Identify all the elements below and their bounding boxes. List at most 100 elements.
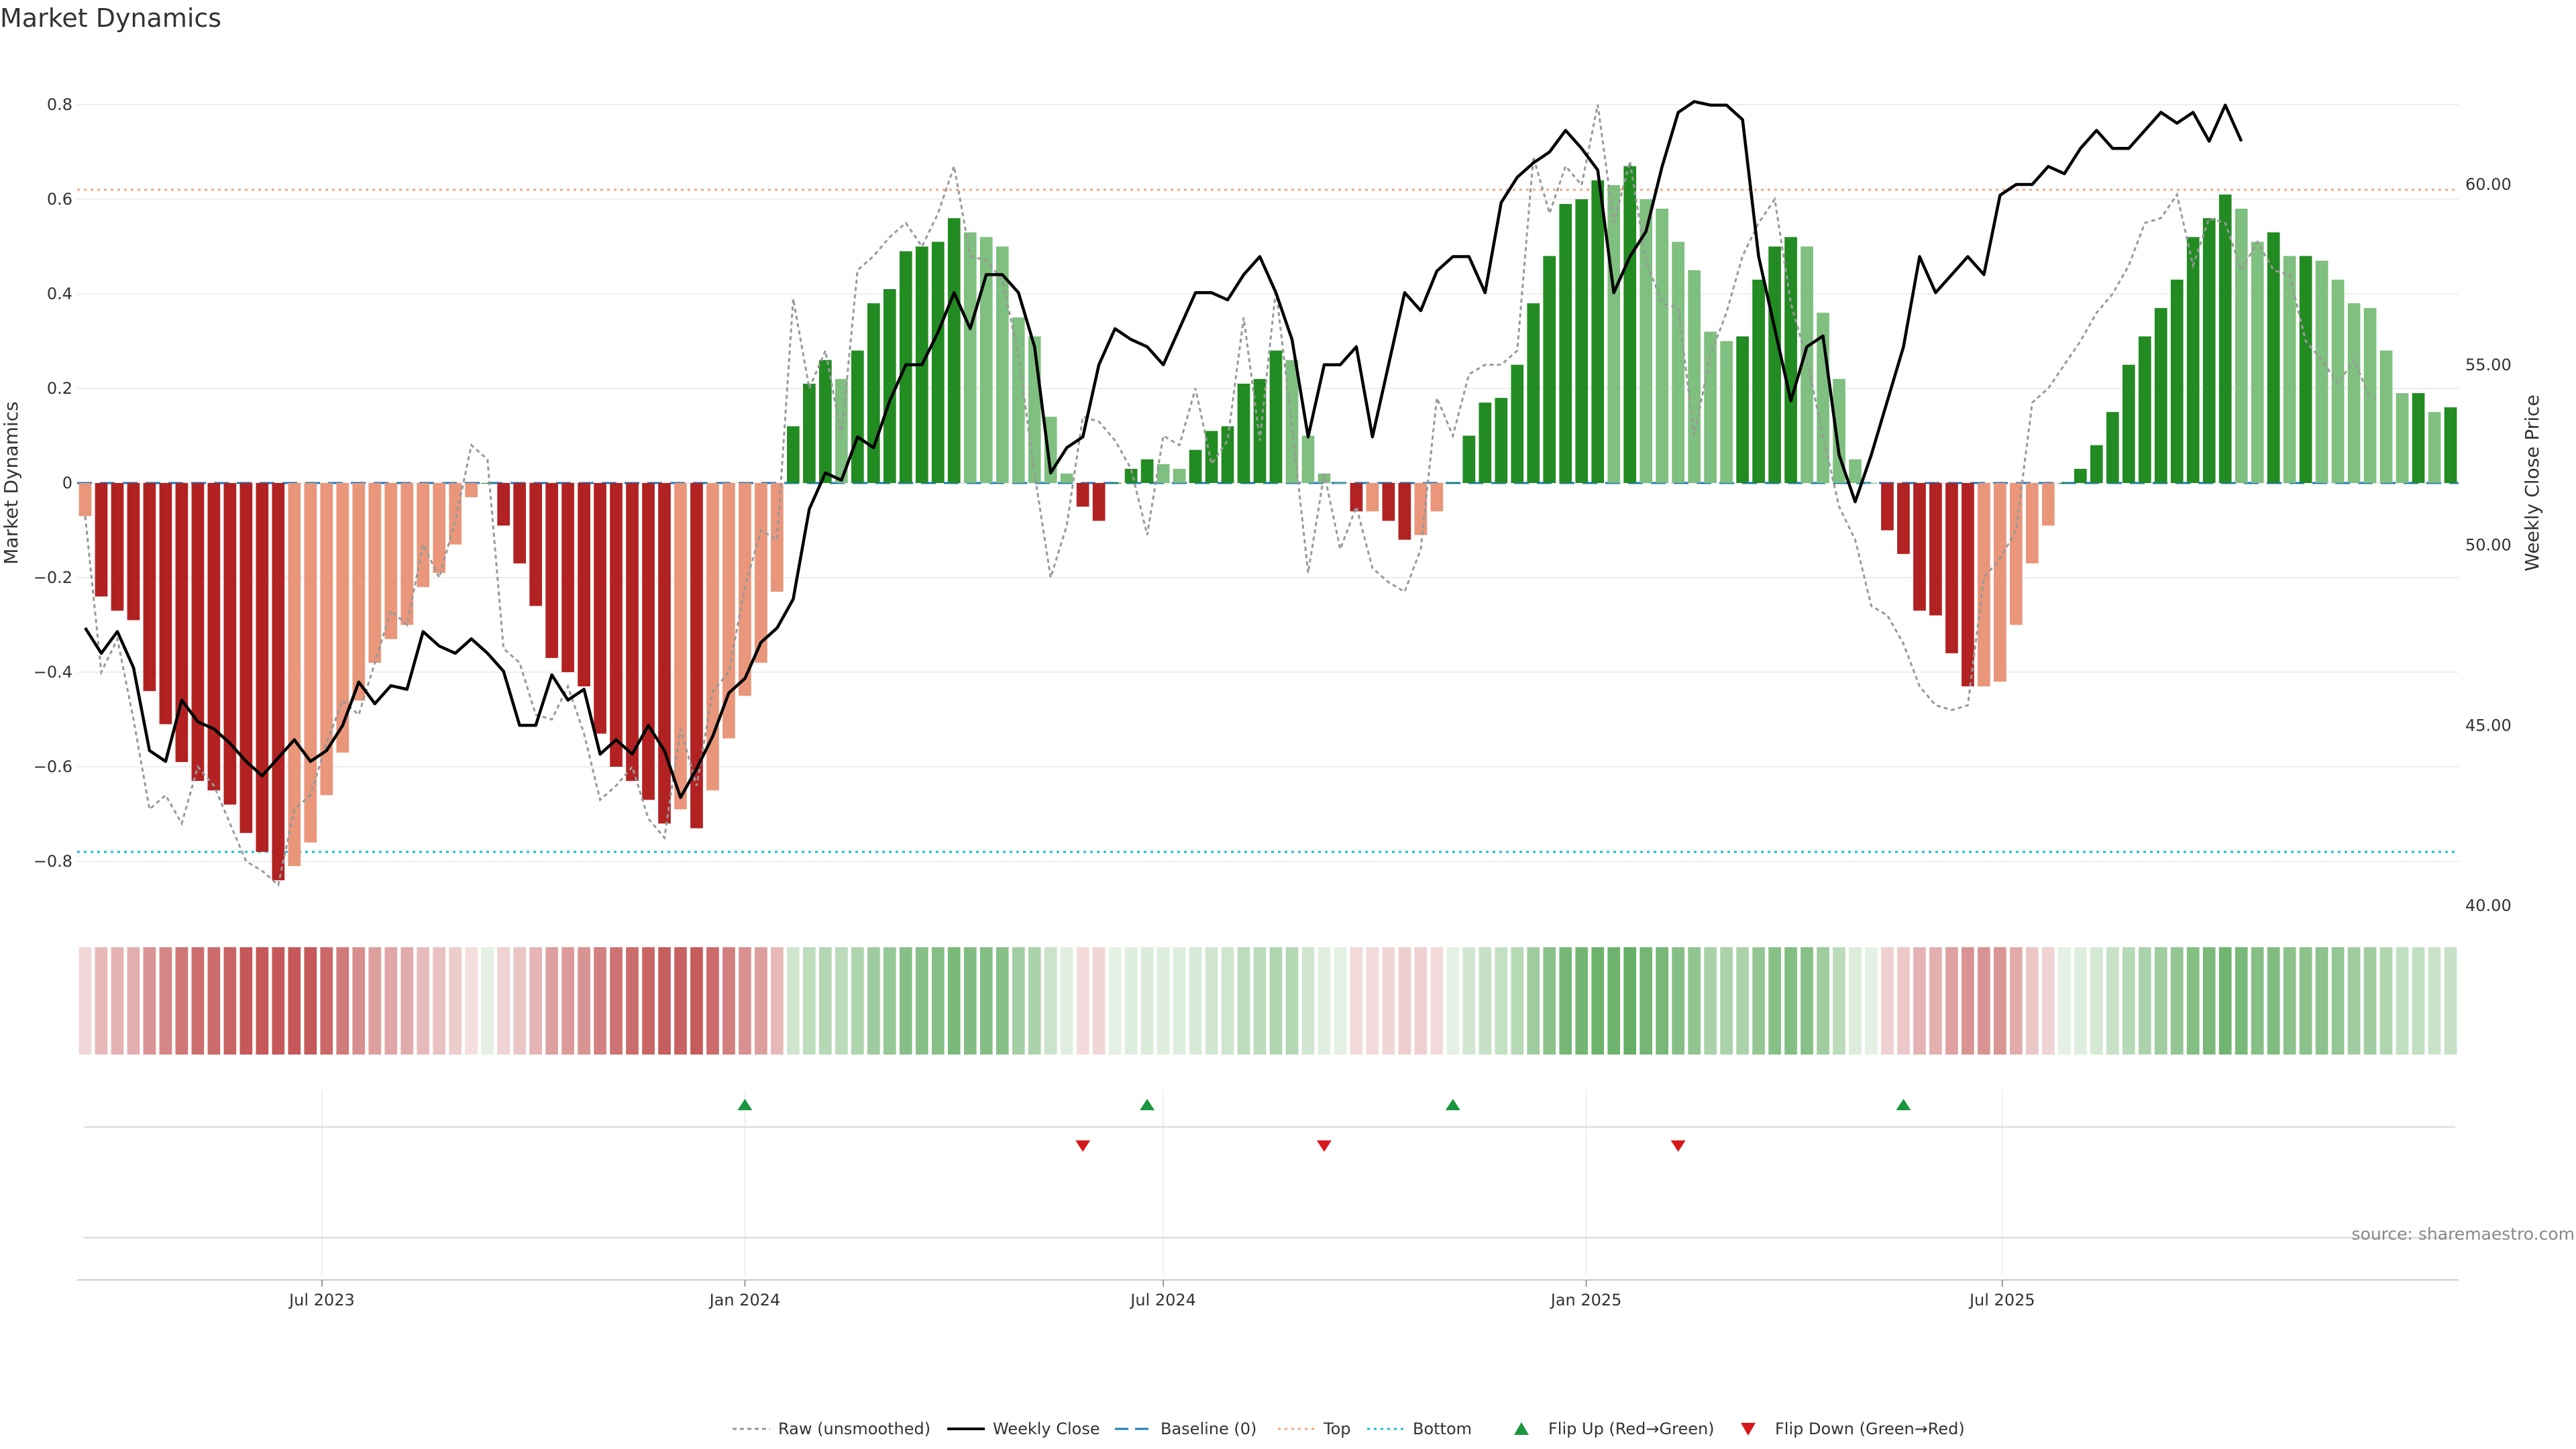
- heat-cell: [658, 947, 671, 1055]
- heat-cell: [1012, 947, 1025, 1055]
- right-tick-label: 60.00: [2465, 175, 2512, 194]
- momentum-bar: [497, 483, 510, 526]
- momentum-bar: [1623, 166, 1637, 483]
- momentum-bar: [78, 483, 92, 517]
- momentum-bar: [1157, 464, 1170, 483]
- momentum-bar: [1446, 483, 1460, 484]
- heat-cell: [78, 947, 92, 1055]
- heat-cell: [352, 947, 366, 1055]
- momentum-bar: [996, 246, 1009, 483]
- heat-cell: [513, 947, 526, 1055]
- heat-cell: [1285, 947, 1299, 1055]
- momentum-bar: [159, 483, 172, 724]
- heat-cell: [159, 947, 172, 1055]
- momentum-bar: [1511, 364, 1524, 483]
- x-tick-label: Jul 2025: [1968, 1291, 2035, 1309]
- momentum-bar: [481, 483, 494, 484]
- momentum-bar: [1768, 246, 1781, 483]
- momentum-bar: [1672, 241, 1685, 483]
- heat-cell: [1720, 947, 1733, 1055]
- heat-cell: [529, 947, 542, 1055]
- momentum-bar: [2315, 260, 2328, 483]
- momentum-bar: [674, 483, 687, 810]
- legend-label: Top: [1323, 1419, 1351, 1438]
- momentum-bar: [175, 483, 189, 762]
- regime-heatmap-strip: [78, 947, 2457, 1055]
- momentum-bar: [1108, 483, 1122, 484]
- x-tick-label: Jul 2024: [1129, 1291, 1196, 1309]
- flip-up-marker: [737, 1099, 753, 1110]
- momentum-bar: [803, 383, 816, 483]
- momentum-bar: [2363, 308, 2377, 483]
- momentum-bar: [1704, 331, 1717, 483]
- momentum-bar: [578, 483, 590, 687]
- heat-cell: [1833, 947, 1845, 1055]
- weekly-close-line: [84, 100, 2243, 800]
- heat-cell: [1656, 947, 1669, 1055]
- momentum-bar: [1221, 426, 1234, 483]
- chart-title: Market Dynamics: [0, 3, 221, 33]
- heat-cell: [1511, 947, 1524, 1055]
- momentum-bar: [1479, 402, 1492, 483]
- heat-cell: [2074, 947, 2087, 1055]
- heat-cell: [1736, 947, 1749, 1055]
- x-tick-label: Jul 2023: [288, 1291, 355, 1309]
- heat-cell: [1108, 947, 1122, 1055]
- heat-cell: [1479, 947, 1492, 1055]
- heat-cell: [288, 947, 301, 1055]
- heat-cell: [2218, 947, 2232, 1055]
- momentum-bar: [513, 483, 526, 564]
- heat-cell: [1672, 947, 1685, 1055]
- momentum-bar: [2074, 468, 2087, 483]
- heat-cell: [545, 947, 558, 1055]
- heat-cell: [706, 947, 719, 1055]
- legend: Raw (unsmoothed) Weekly Close Baseline (0)…: [733, 1419, 1965, 1438]
- heat-cell: [433, 947, 446, 1055]
- momentum-bar: [2138, 336, 2151, 483]
- heat-cell: [578, 947, 590, 1055]
- heat-cell: [2106, 947, 2119, 1055]
- heat-cell: [175, 947, 189, 1055]
- legend-label: Flip Up (Red→Green): [1548, 1419, 1715, 1438]
- heat-cell: [1768, 947, 1781, 1055]
- heat-cell: [803, 947, 816, 1055]
- flip-down-marker: [1670, 1140, 1686, 1152]
- heat-cell: [1092, 947, 1106, 1055]
- momentum-bar: [1720, 341, 1733, 483]
- momentum-bar: [2267, 232, 2280, 483]
- heat-cell: [1076, 947, 1089, 1055]
- heat-cell: [191, 947, 205, 1055]
- heat-cell: [1237, 947, 1250, 1055]
- momentum-bar: [1945, 483, 1958, 653]
- momentum-bar: [1591, 180, 1605, 483]
- momentum-bar: [2396, 393, 2409, 483]
- heat-cell: [2170, 947, 2184, 1055]
- momentum-bar: [594, 483, 606, 734]
- momentum-bar: [449, 483, 462, 545]
- momentum-bar: [883, 288, 896, 483]
- momentum-bar: [545, 483, 558, 658]
- momentum-bar: [336, 483, 350, 753]
- momentum-bar: [1833, 378, 1845, 483]
- heat-cell: [1897, 947, 1910, 1055]
- heat-cell: [1575, 947, 1589, 1055]
- momentum-bar: [1752, 279, 1765, 483]
- heat-cell: [1801, 947, 1813, 1055]
- left-tick-label: −0.2: [34, 568, 72, 587]
- heat-cell: [2444, 947, 2457, 1055]
- momentum-bar: [1334, 483, 1347, 484]
- flip-down-marker: [1316, 1140, 1332, 1152]
- heat-cell: [755, 947, 767, 1055]
- heat-cell: [1865, 947, 1878, 1055]
- right-tick-label: 45.00: [2465, 716, 2512, 735]
- heat-cell: [996, 947, 1009, 1055]
- momentum-bar: [658, 483, 671, 824]
- heat-cell: [1817, 947, 1829, 1055]
- momentum-bar: [1350, 483, 1363, 512]
- momentum-bar: [642, 483, 655, 800]
- momentum-bar: [256, 483, 269, 852]
- momentum-bar: [963, 232, 977, 483]
- left-tick-label: 0.2: [47, 379, 72, 398]
- left-tick-label: 0: [62, 474, 72, 492]
